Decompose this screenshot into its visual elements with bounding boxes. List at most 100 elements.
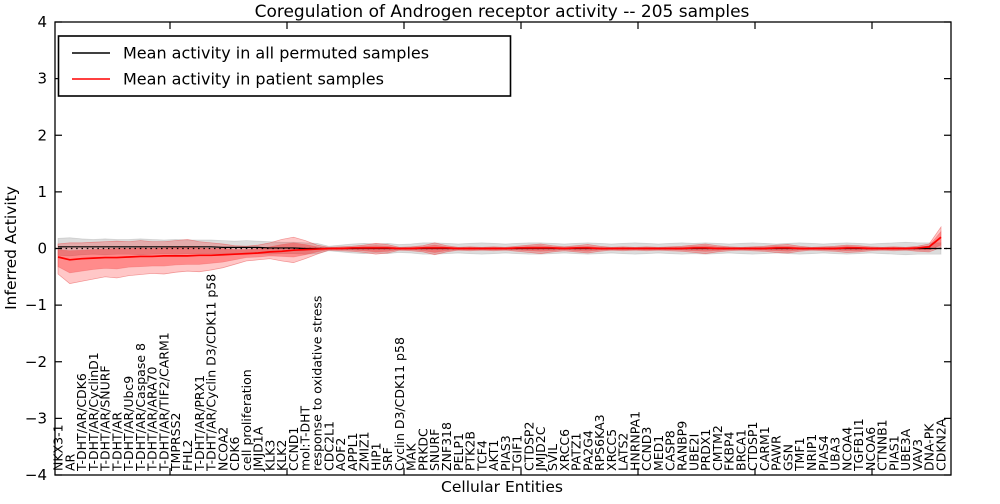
x-tick-label: SNURF [427,429,442,471]
x-tick-label: NCOA2 [215,427,230,471]
x-tick-label: UBE3A [898,428,913,471]
x-tick-label: T-DHT/AR/Ubc9 [121,376,136,472]
legend-label-patient: Mean activity in patient samples [123,70,384,89]
x-tick-label: NKX3-1 [51,424,66,471]
x-tick-label: PIAS4 [816,435,831,471]
x-tick-label: PAWR [769,435,784,471]
x-tick-label: T-DHT/AR/TIF2/CARM1 [156,332,171,472]
x-tick-label: CDKN2A [934,418,949,471]
x-tick-label: T-DHT/AR [109,412,124,472]
x-tick-label: CTDSP1 [745,422,760,471]
x-tick-label: PA2G4 [580,430,595,471]
x-tick-label: CCND1 [286,427,301,471]
x-tick-label: JMJD1A [251,426,266,472]
y-tick-label: −4 [25,466,47,484]
y-tick-label: −3 [25,409,47,427]
legend-box [57,35,512,97]
y-tick-label: 1 [37,183,47,201]
y-tick-labels: 4 3 2 1 0 −1 −2 −3 −4 [25,13,47,484]
x-tick-label: RANBP9 [674,421,689,471]
x-tick-label: CASP8 [663,430,678,471]
x-tick-label: T-DHT/AR/PRX1 [192,375,207,472]
x-tick-label: TMF1 [792,437,807,472]
x-tick-label: SRF [380,447,395,471]
x-tick-label: AR [62,453,77,471]
x-tick-label: ZMIZ1 [357,431,372,471]
x-tick-label: cell proliferation [239,369,254,471]
band-area [57,225,942,284]
x-tick-label: XRCC6 [557,429,572,471]
x-tick-label: UBA3 [828,437,843,471]
x-tick-label: HNRNPA1 [627,411,642,471]
x-tick-label: APPL1 [345,432,360,471]
x-tick-label: mol:T-DHT [298,405,313,471]
x-tick-label: CMTM2 [710,425,725,471]
x-tick-label: CTDSP2 [521,422,536,471]
x-tick-label: TCF4 [474,440,489,472]
x-category-labels: NKX3-1ART-DHT/AR/CDK6T-DHT/AR/CyclinD1T-… [51,274,949,472]
x-tick-label: CCND3 [639,427,654,471]
x-tick-label: NRIP1 [804,434,819,471]
y-axis-label: Inferred Activity [2,186,20,310]
chart-title: Coregulation of Androgen receptor activi… [255,2,750,22]
x-tick-label: BRCA1 [733,429,748,471]
x-tick-label: T-DHT/AR/ARA70 [145,366,160,472]
x-tick-label: CARM1 [757,426,772,471]
y-tick-label: 3 [37,70,47,88]
x-tick-label: KLK2 [274,440,289,471]
x-tick-label: PTK2B [463,431,478,471]
x-tick-label: AKT1 [486,440,501,471]
x-tick-label: CTNNB1 [875,419,890,471]
x-tick-label: MAK [404,443,419,471]
x-tick-label: FKBP4 [722,431,737,471]
x-tick-label: CDK6 [227,436,242,471]
x-tick-label: NCOA4 [839,427,854,471]
x-tick-label: KLK3 [262,440,277,471]
x-tick-label: PRDX1 [698,429,713,471]
series-lines [57,236,942,261]
x-tick-label: UBE2I [686,434,701,471]
x-tick-label: T-DHT/AR/Cyclin D3/CDK11 p58 [204,274,219,472]
x-tick-label: PIAS3 [498,435,513,471]
legend-label-permuted: Mean activity in all permuted samples [123,44,429,63]
x-tick-label: T-DHT/AR/Caspase 8 [133,343,148,472]
x-tick-label: FHL2 [180,439,195,471]
band-area [57,230,942,274]
x-tick-label: XRCC5 [604,429,619,471]
x-tick-label: TMPRSS2 [168,413,183,472]
y-tick-label: 2 [37,126,47,144]
y-tick-label: −2 [25,353,47,371]
legend: Mean activity in all permuted samples Me… [57,35,512,97]
x-tick-label: RPS6KA3 [592,414,607,471]
x-tick-label: DNA-PK [922,423,937,471]
x-tick-label: T-DHT/AR/SNURF [98,365,113,472]
x-axis-label: Cellular Entities [441,478,563,496]
x-tick-label: MED1 [651,435,666,471]
x-tick-label: GSN [780,444,795,471]
x-tick-label: NCOA6 [863,427,878,471]
x-tick-label: Cyclin D3/CDK11 p58 [392,337,407,471]
x-tick-label: HIP1 [368,442,383,471]
y-tick-label: 4 [37,13,47,31]
x-tick-label: T-DHT/AR/CDK6 [74,373,89,472]
x-tick-label: SVIL [545,444,560,471]
x-tick-label: PRKDC [415,428,430,471]
x-tick-label: TGFB1I1 [851,418,866,472]
x-tick-label: T-DHT/AR/CyclinD1 [86,352,101,472]
y-tick-label: 0 [37,240,47,258]
x-tick-label: TGIF1 [510,435,525,472]
x-tick-label: CDC2L1 [321,421,336,471]
x-tick-label: PELP1 [451,433,466,471]
y-tick-label: −1 [25,296,47,314]
x-tick-label: LATS2 [616,433,631,471]
x-tick-label: VAV3 [910,439,925,471]
x-tick-label: AOF2 [333,438,348,471]
x-tick-label: PIAS1 [886,435,901,471]
series-line [57,236,942,261]
x-tick-label: response to oxidative stress [310,296,325,471]
x-tick-label: PATZ1 [569,433,584,471]
x-tick-label: JMJD2C [533,426,548,472]
x-tick-label: ZNF318 [439,422,454,471]
